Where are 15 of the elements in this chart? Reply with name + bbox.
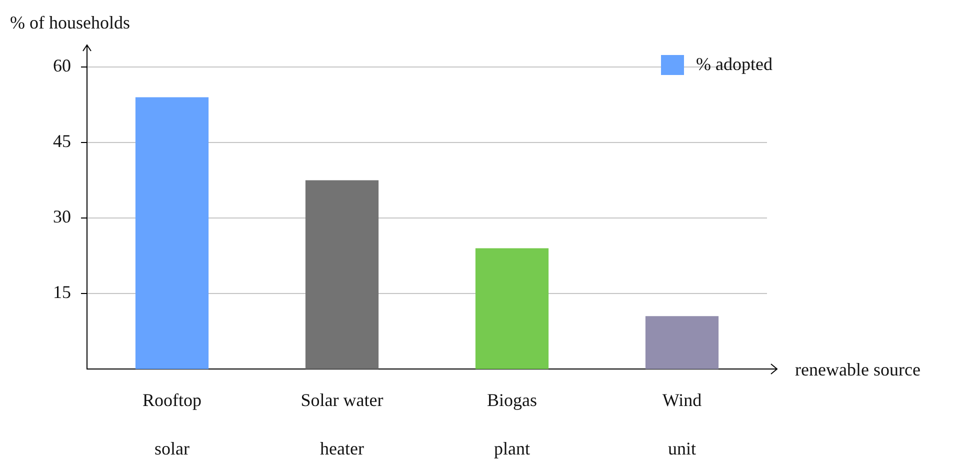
y-tick-label: 45	[53, 131, 71, 152]
legend-label: % adopted	[696, 54, 772, 75]
category-label: Rooftop solar	[142, 390, 202, 459]
category-label: Wind unit	[662, 390, 702, 459]
y-tick-label: 30	[53, 206, 71, 227]
x-axis-title: renewable source	[795, 360, 920, 380]
category-label: Biogas plant	[486, 390, 538, 459]
bar	[475, 248, 549, 369]
y-tick-label: 60	[53, 56, 71, 76]
y-axis-title: % of households	[10, 12, 130, 33]
bar	[135, 97, 209, 369]
bar	[305, 180, 379, 369]
bar	[645, 316, 719, 369]
category-label: Solar water heater	[300, 390, 384, 459]
y-tick-label: 15	[53, 282, 71, 302]
